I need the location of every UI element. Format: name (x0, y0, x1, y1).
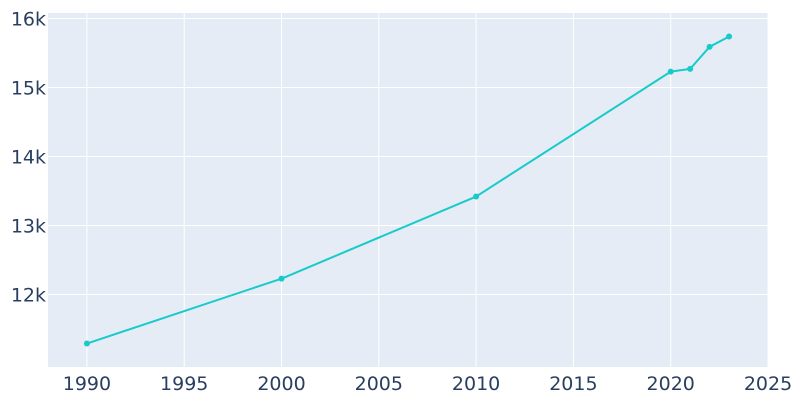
grid-lines (48, 13, 769, 367)
data-point-2022 (706, 43, 713, 50)
x-tick-label-2000: 2000 (257, 373, 305, 395)
x-tick-label-2025: 2025 (744, 373, 792, 395)
series-layer (83, 33, 733, 347)
x-tick-label-1995: 1995 (160, 373, 208, 395)
data-point-2000 (278, 275, 285, 282)
y-tick-label-13000: 13k (11, 216, 46, 238)
data-point-2010 (473, 193, 480, 200)
x-tick-label-2015: 2015 (549, 373, 597, 395)
data-point-1990 (83, 340, 90, 347)
y-axis-ticks: 12k 13k 14k 15k 16k (11, 9, 46, 307)
data-point-2020 (667, 68, 674, 75)
x-tick-label-2020: 2020 (647, 373, 695, 395)
y-tick-label-15000: 15k (11, 78, 46, 100)
x-axis-ticks: 1990 1995 2000 2005 2010 2015 2020 2025 (63, 373, 792, 395)
data-point-2023 (726, 33, 733, 40)
y-tick-label-16000: 16k (11, 9, 46, 31)
x-tick-label-2010: 2010 (452, 373, 500, 395)
plot-background (48, 13, 768, 367)
data-point-2021 (687, 65, 694, 72)
y-tick-label-14000: 14k (11, 147, 46, 169)
x-tick-label-2005: 2005 (355, 373, 403, 395)
y-tick-label-12000: 12k (11, 285, 46, 307)
x-tick-label-1990: 1990 (63, 373, 111, 395)
